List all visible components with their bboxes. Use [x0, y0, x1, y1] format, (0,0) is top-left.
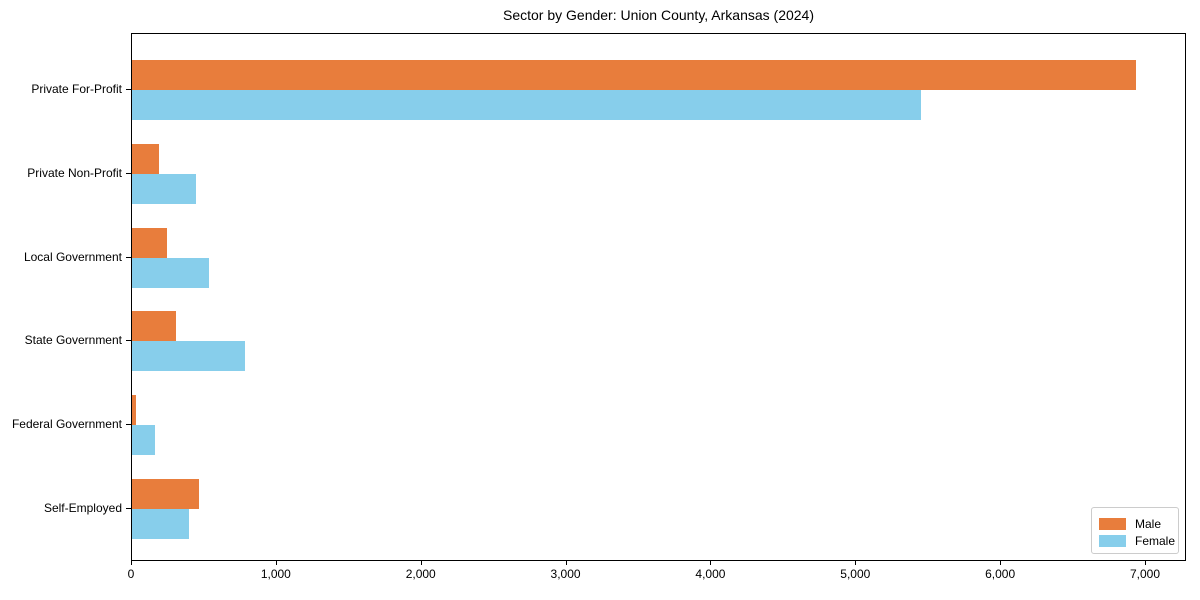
legend-item-male: Male	[1099, 515, 1172, 532]
bar-male-self-employed	[132, 478, 199, 509]
x-tick-label: 7,000	[1129, 567, 1161, 581]
x-axis-tick	[565, 561, 567, 565]
legend-swatch-male	[1099, 517, 1126, 530]
x-tick-label: 6,000	[985, 567, 1016, 581]
bar-female-private-for-profit	[132, 90, 921, 120]
plot-area: Male Female	[131, 33, 1186, 561]
x-axis-tick	[1145, 561, 1146, 565]
x-axis-tick	[275, 561, 277, 565]
bar-female-private-non-profit	[132, 173, 196, 204]
legend-item-female: Female	[1099, 532, 1176, 549]
bar-male-federal-government	[132, 395, 137, 426]
x-axis-tick	[710, 561, 712, 565]
x-axis-tick	[420, 561, 422, 565]
y-axis-tick	[126, 172, 131, 174]
x-tick-label: 5,000	[840, 567, 871, 581]
x-axis-tick	[855, 561, 857, 565]
legend-label-female: Female	[1135, 533, 1176, 548]
y-tick-label: Federal Government	[11, 417, 122, 432]
x-axis-tick	[1000, 561, 1002, 565]
bar-female-federal-government	[132, 425, 156, 456]
y-axis-tick	[126, 507, 131, 509]
y-axis-tick	[126, 89, 131, 90]
bar-female-self-employed	[132, 508, 190, 539]
y-axis-tick	[126, 340, 131, 342]
legend-label-male: Male	[1135, 516, 1162, 531]
legend: Male Female	[1091, 507, 1179, 554]
bar-female-local-government	[132, 257, 209, 288]
x-tick-label: 0	[127, 567, 135, 581]
bar-female-state-government	[132, 341, 245, 372]
y-axis-tick	[126, 424, 131, 426]
x-tick-label: 3,000	[550, 567, 581, 581]
bar-male-local-government	[132, 227, 168, 258]
y-tick-label: State Government	[24, 333, 122, 348]
legend-swatch-female	[1099, 534, 1126, 547]
bar-male-private-non-profit	[132, 143, 159, 174]
y-tick-label: Local Government	[23, 249, 122, 264]
y-tick-label: Private For-Profit	[31, 82, 122, 96]
y-axis-tick	[126, 256, 131, 258]
x-tick-label: 1,000	[260, 567, 291, 581]
bar-male-state-government	[132, 311, 177, 342]
bar-male-private-for-profit	[132, 60, 1136, 90]
chart-title: Sector by Gender: Union County, Arkansas…	[502, 7, 814, 23]
y-tick-label: Private Non-Profit	[27, 165, 122, 180]
y-tick-label: Self-Employed	[43, 500, 122, 515]
x-tick-label: 4,000	[695, 567, 726, 581]
x-tick-label: 2,000	[405, 567, 436, 581]
x-axis-tick	[131, 561, 132, 565]
